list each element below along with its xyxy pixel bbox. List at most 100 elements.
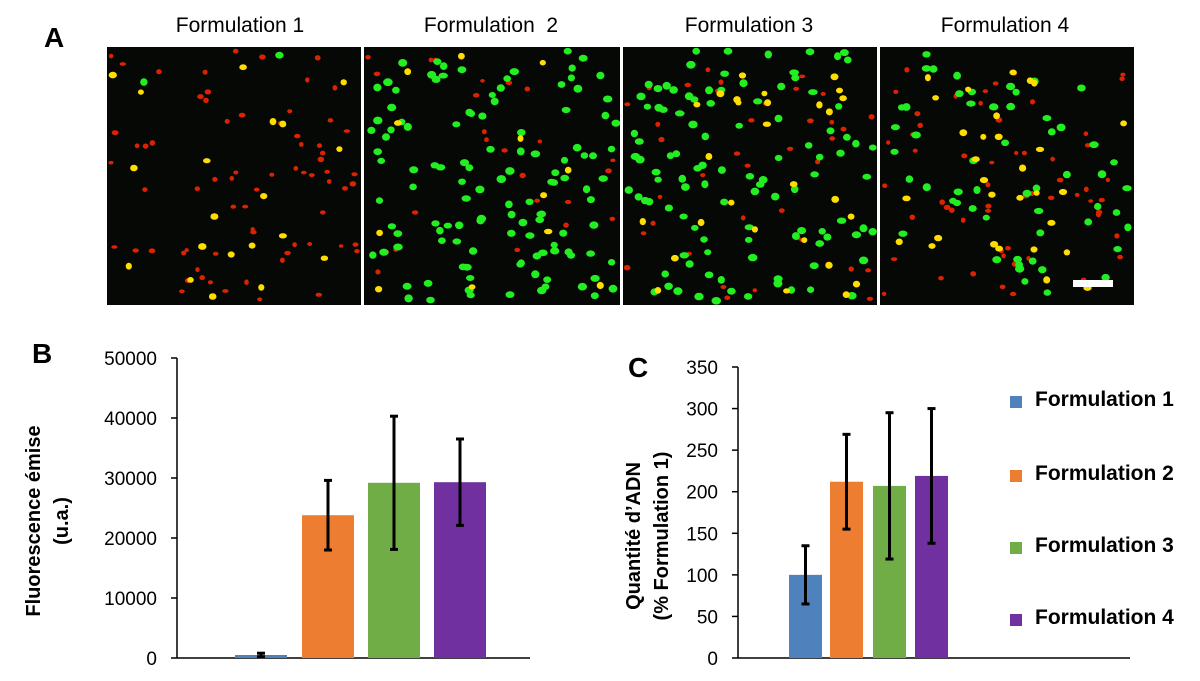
green-cell bbox=[507, 210, 516, 219]
green-cell bbox=[488, 92, 496, 98]
yellow-cell bbox=[320, 255, 329, 261]
green-cell bbox=[387, 103, 397, 112]
yellow-cell bbox=[1043, 276, 1051, 284]
yellow-cell bbox=[125, 262, 132, 270]
green-cell bbox=[392, 86, 400, 94]
red-cell bbox=[960, 217, 966, 223]
red-cell bbox=[820, 91, 826, 96]
yellow-cell bbox=[210, 213, 219, 220]
red-cell bbox=[1014, 151, 1019, 155]
micrograph-formulation-3 bbox=[623, 47, 877, 305]
green-cell bbox=[694, 292, 704, 301]
green-cell bbox=[561, 106, 571, 114]
panel-c-label: C bbox=[628, 352, 649, 383]
green-cell bbox=[840, 49, 849, 57]
red-cell bbox=[284, 250, 291, 256]
green-cell bbox=[921, 65, 932, 72]
yellow-cell bbox=[1030, 246, 1038, 253]
green-cell bbox=[518, 218, 528, 227]
green-cell bbox=[774, 154, 783, 162]
green-cell bbox=[897, 104, 906, 111]
y-axis-label-line: (% Formulation 1) bbox=[651, 452, 673, 621]
red-cell bbox=[375, 269, 381, 275]
green-cell bbox=[911, 131, 921, 139]
micrograph-formulation-2 bbox=[364, 47, 620, 305]
red-cell bbox=[624, 102, 631, 107]
green-cell bbox=[968, 205, 977, 212]
green-cell bbox=[452, 238, 462, 245]
red-cell bbox=[352, 242, 359, 247]
green-cell bbox=[669, 86, 678, 94]
green-cell bbox=[852, 139, 860, 148]
green-cell bbox=[664, 204, 673, 212]
green-cell bbox=[377, 157, 386, 164]
yellow-cell bbox=[762, 121, 771, 127]
red-cell bbox=[244, 279, 249, 285]
green-cell bbox=[807, 286, 815, 293]
green-cell bbox=[1038, 266, 1047, 274]
y-tick-label: 10000 bbox=[104, 589, 157, 610]
yellow-cell bbox=[540, 192, 548, 199]
y-tick-label: 100 bbox=[686, 566, 718, 587]
green-cell bbox=[1028, 257, 1037, 265]
green-cell bbox=[1022, 189, 1032, 197]
green-cell bbox=[541, 283, 550, 290]
green-cell bbox=[658, 106, 668, 113]
red-cell bbox=[338, 244, 344, 248]
red-cell bbox=[752, 288, 758, 293]
green-cell bbox=[1112, 209, 1121, 216]
green-cell bbox=[409, 166, 419, 174]
green-cell bbox=[1097, 170, 1107, 179]
red-cell bbox=[999, 284, 1006, 290]
green-cell bbox=[426, 296, 435, 304]
red-cell bbox=[882, 183, 888, 188]
red-cell bbox=[257, 297, 263, 302]
yellow-cell bbox=[1047, 219, 1056, 226]
green-cell bbox=[458, 263, 468, 271]
green-cell bbox=[704, 249, 712, 256]
red-cell bbox=[269, 172, 275, 177]
legend-label-1: Formulation 1 bbox=[1035, 388, 1174, 411]
red-cell bbox=[320, 210, 326, 215]
green-cell bbox=[1122, 185, 1132, 192]
red-cell bbox=[373, 71, 381, 77]
yellow-cell bbox=[988, 191, 996, 198]
green-cell bbox=[653, 85, 663, 93]
red-cell bbox=[299, 142, 304, 147]
micrograph-canvas-1 bbox=[108, 48, 360, 302]
red-cell bbox=[564, 199, 572, 205]
red-cell bbox=[212, 251, 219, 256]
red-cell bbox=[119, 62, 126, 66]
red-cell bbox=[250, 229, 257, 235]
green-cell bbox=[955, 90, 964, 98]
green-cell bbox=[1113, 246, 1122, 253]
yellow-cell bbox=[1009, 69, 1017, 76]
red-cell bbox=[985, 208, 992, 213]
green-cell bbox=[465, 108, 474, 117]
red-cell bbox=[982, 89, 989, 94]
green-cell bbox=[692, 47, 700, 55]
green-cell bbox=[773, 279, 783, 288]
green-cell bbox=[1012, 88, 1020, 96]
red-cell bbox=[108, 160, 114, 165]
yellow-cell bbox=[130, 164, 138, 172]
micrograph-formulation-4 bbox=[880, 47, 1134, 305]
red-cell bbox=[197, 94, 204, 100]
red-cell bbox=[132, 248, 139, 253]
red-cell bbox=[524, 86, 531, 92]
green-cell bbox=[982, 214, 990, 221]
green-cell bbox=[1084, 218, 1093, 226]
yellow-cell bbox=[764, 99, 772, 107]
red-cell bbox=[349, 181, 357, 187]
green-cell bbox=[679, 213, 688, 220]
y-axis-label: Quantité d’ADN (% Formulation 1) bbox=[623, 452, 673, 621]
green-cell bbox=[720, 198, 729, 206]
red-cell bbox=[829, 136, 836, 141]
red-cell bbox=[1029, 99, 1036, 105]
yellow-cell bbox=[825, 261, 833, 269]
green-cell bbox=[890, 124, 900, 131]
green-cell bbox=[535, 216, 545, 224]
green-cell bbox=[577, 282, 588, 291]
green-cell bbox=[823, 233, 832, 241]
green-cell bbox=[586, 196, 595, 204]
